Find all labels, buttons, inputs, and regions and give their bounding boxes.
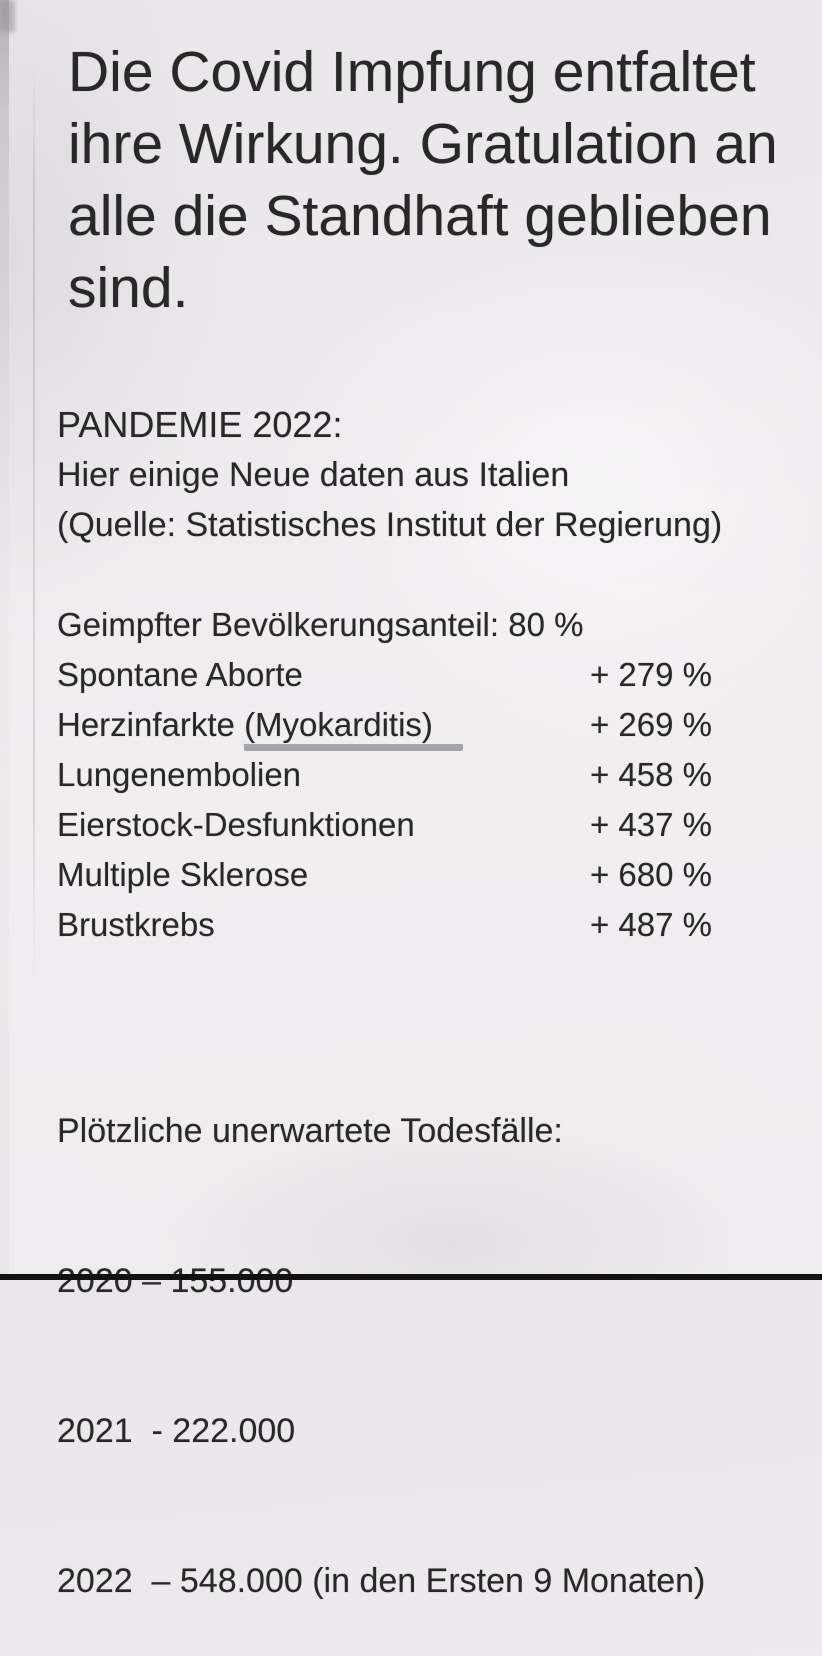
page-fold-line <box>33 58 35 988</box>
section-source: (Quelle: Statistisches Institut der Regi… <box>57 506 723 544</box>
left-edge-shadow <box>0 0 9 1280</box>
stat-label: Multiple Sklerose <box>57 856 309 893</box>
section-title: PANDEMIE 2022: <box>57 404 343 445</box>
deaths-line-2020: 2020 – 155.000 <box>57 1262 294 1300</box>
stat-value: + 437 % <box>589 806 712 843</box>
sudden-deaths-section: Plötzliche unerwartete Todesfälle: 2020 … <box>57 1006 705 1656</box>
stat-row-multiple-sclerosis: Multiple Sklerose + 680 % <box>57 850 717 900</box>
stat-label: Lungenembolien <box>57 756 302 793</box>
stat-row-breast-cancer: Brustkrebs + 487 % <box>57 900 717 950</box>
stat-value: 80 % <box>508 606 584 643</box>
bottom-black-bar <box>0 1274 822 1280</box>
stat-label: Brustkrebs <box>57 906 215 943</box>
deaths-title: Plötzliche unerwartete Todesfälle: <box>57 1112 563 1150</box>
stat-row-vaccinated-share: Geimpfter Bevölkerungsanteil: 80 % <box>57 600 717 650</box>
stat-label: Geimpfter Bevölkerungsanteil: <box>57 606 500 643</box>
stat-row-heart-attacks: Herzinfarkte (Myokarditis) + 269 % <box>57 700 717 751</box>
stat-value: + 680 % <box>589 856 712 893</box>
stat-row-ovarian-dysfunctions: Eierstock-Desfunktionen + 437 % <box>57 800 717 850</box>
stats-table: Geimpfter Bevölkerungsanteil: 80 % Spont… <box>57 600 717 950</box>
stat-label: Herzinfarkte <box>57 706 245 743</box>
stat-label: Spontane Aborte <box>57 656 303 693</box>
top-left-corner-shadow <box>0 0 15 32</box>
stat-row-spontaneous-abortions: Spontane Aborte + 279 % <box>57 650 717 700</box>
headline-line: sind. <box>68 256 189 320</box>
headline-line: Die Covid Impfung entfaltet <box>68 40 756 104</box>
stat-label: Eierstock-Desfunktionen <box>57 806 415 843</box>
stat-value: + 487 % <box>589 906 712 943</box>
stat-value: + 269 % <box>589 706 712 743</box>
stat-label-underlined: (Myokarditis) <box>244 706 463 751</box>
headline-line: ihre Wirkung. Gratulation an <box>68 112 778 176</box>
pandemic-section-header: PANDEMIE 2022: Hier einige Neue daten au… <box>57 400 722 550</box>
section-subtitle: Hier einige Neue daten aus Italien <box>57 456 570 494</box>
stat-value: + 458 % <box>589 756 712 793</box>
headline-line: alle die Standhaft geblieben <box>68 184 772 248</box>
stat-row-pulmonary-embolisms: Lungenembolien + 458 % <box>57 750 717 800</box>
stat-value: + 279 % <box>589 656 712 693</box>
headline: Die Covid Impfung entfaltet ihre Wirkung… <box>68 36 778 324</box>
deaths-line-2022: 2022 – 548.000 (in den Ersten 9 Monaten) <box>57 1562 706 1600</box>
deaths-line-2021: 2021 - 222.000 <box>57 1412 296 1450</box>
